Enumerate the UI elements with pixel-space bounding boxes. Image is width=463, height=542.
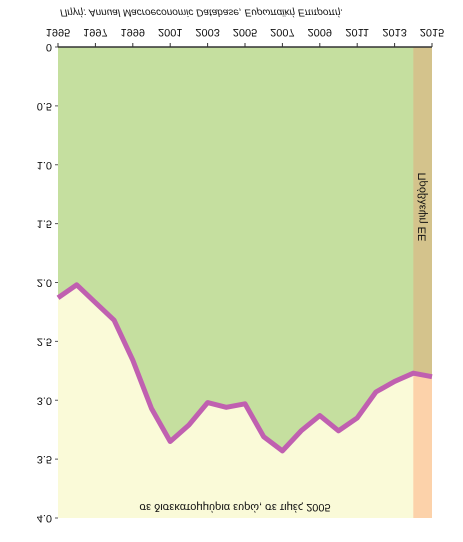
y-tick-label: 3.5 <box>37 453 52 465</box>
y-tick-label: 0 <box>46 41 52 53</box>
forecast-area-below <box>413 47 432 377</box>
x-tick-label: 2013 <box>382 26 406 38</box>
y-tick-label: 2.0 <box>37 277 52 289</box>
forecast-label: Πρόβλεψη ΕΕ <box>417 173 429 242</box>
y-tick-label: 1.5 <box>37 218 52 230</box>
area-below <box>58 47 432 451</box>
y-tick-label: 0.5 <box>37 100 52 112</box>
subtitle: σε δισεκατομμύρια ευρώ, σε τιμές 2005 <box>139 501 330 513</box>
chart-root: 0 0.5 1.0 1.5 2.0 2.5 3.0 3.5 4.0 1995 1997 1999 200… <box>37 6 445 524</box>
line <box>56 282 433 454</box>
y-tick-label: 1.0 <box>37 159 52 171</box>
x-tick-label: 2015 <box>420 26 444 38</box>
y-tick-label: 4.0 <box>37 512 52 524</box>
x-tick-label: 2003 <box>195 26 219 38</box>
x-tick-label: 2007 <box>270 26 294 38</box>
y-tick-label: 3.0 <box>37 394 52 406</box>
x-tick-label: 1995 <box>46 26 70 38</box>
x-tick-label: 1997 <box>83 26 107 38</box>
x-tick-label: 2011 <box>345 26 369 38</box>
source: Πηγή: Annual Macroeconomic Database, Ευρ… <box>60 6 343 18</box>
x-tick-label: 2009 <box>308 26 332 38</box>
x-tick-label: 2005 <box>233 26 257 38</box>
x-tick-label: 1999 <box>121 26 145 38</box>
x-tick-label: 2001 <box>158 26 182 38</box>
y-tick-label: 2.5 <box>37 335 52 347</box>
